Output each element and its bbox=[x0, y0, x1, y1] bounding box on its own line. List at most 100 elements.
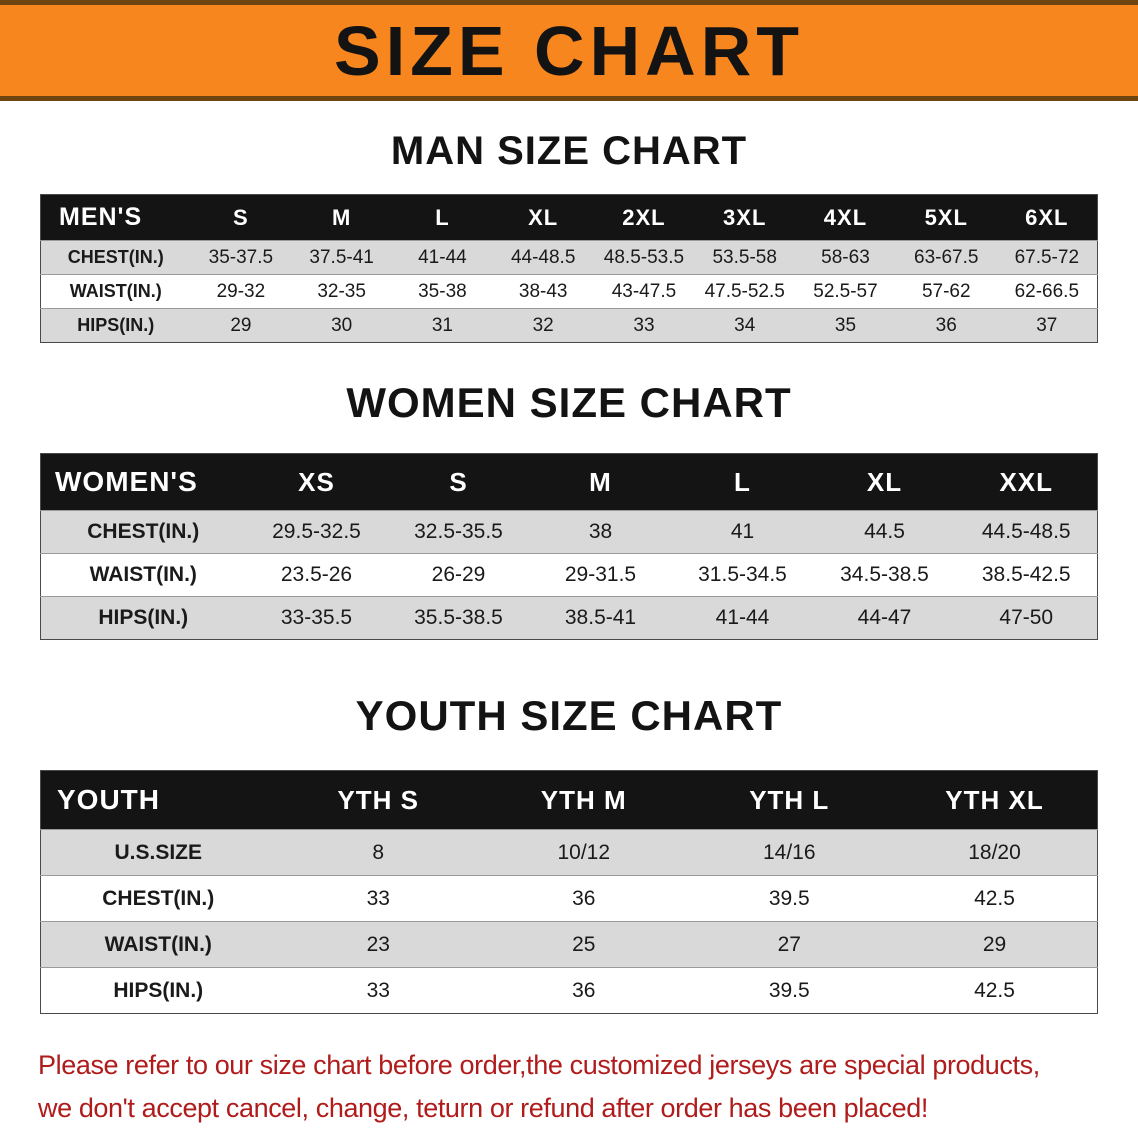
table-cell: 29 bbox=[982, 932, 1007, 956]
table-cell: 44.5 bbox=[864, 520, 905, 543]
table-cell: 41-44 bbox=[715, 606, 770, 629]
table-cell: 48.5-53.5 bbox=[603, 246, 685, 268]
table-cell: 29 bbox=[230, 314, 252, 336]
table-cell: 30 bbox=[331, 314, 353, 336]
table-cell: 38-43 bbox=[518, 280, 568, 302]
size-column-header: M bbox=[291, 194, 393, 241]
table-cell: 33 bbox=[366, 978, 390, 1002]
size-column-header: 2XL bbox=[593, 194, 695, 241]
size-column-header: XXL bbox=[955, 453, 1098, 511]
table-cell: 36 bbox=[935, 314, 957, 336]
youth-size-table: YOUTH YTH S YTH M YTH L YTH XL U.S.SIZE 8 10/12… bbox=[40, 770, 1098, 1014]
table-cell: 31 bbox=[431, 314, 453, 336]
row-label: CHEST(IN.) bbox=[87, 520, 200, 543]
header-row: MEN'S S M L XL 2XL 3XL 4XL 5XL 6XL bbox=[40, 194, 1098, 241]
table-cell: 58-63 bbox=[821, 246, 870, 268]
table-cell: 32 bbox=[532, 314, 554, 336]
table-cell: 36 bbox=[572, 978, 596, 1002]
men-size-chart-heading: MAN SIZE CHART bbox=[390, 129, 748, 173]
table-cell: 33 bbox=[366, 886, 390, 910]
table-cell: 57-62 bbox=[921, 280, 971, 302]
table-cell: 47.5-52.5 bbox=[704, 280, 785, 302]
table-cell: 62-66.5 bbox=[1014, 280, 1080, 302]
table-cell: 8 bbox=[372, 840, 385, 864]
table-cell: 18/20 bbox=[968, 840, 1021, 864]
table-cell: 29-31.5 bbox=[564, 563, 637, 586]
table-row: WAIST(IN.) 23 25 27 29 bbox=[40, 921, 1098, 968]
size-column-header: YTH L bbox=[686, 770, 892, 830]
row-label: CHEST(IN.) bbox=[67, 247, 164, 267]
table-cell: 35 bbox=[834, 314, 857, 336]
size-column-header: XL bbox=[492, 194, 594, 241]
table-corner-label: WOMEN'S bbox=[40, 453, 246, 511]
table-row: U.S.SIZE 8 10/12 14/16 18/20 bbox=[40, 829, 1098, 876]
table-cell: 23 bbox=[366, 932, 390, 956]
table-cell: 41 bbox=[730, 520, 755, 543]
size-charts-main: MAN SIZE CHART MEN'S S M L XL 2XL 3XL 4XL 5XL 6XL… bbox=[0, 129, 1138, 1014]
table-corner-label: YOUTH bbox=[40, 770, 276, 830]
table-row: CHEST(IN.) 33 36 39.5 42.5 bbox=[40, 875, 1098, 922]
size-column-header: S bbox=[387, 453, 530, 511]
table-cell: 42.5 bbox=[974, 978, 1015, 1002]
table-cell: 34 bbox=[734, 314, 756, 336]
row-label: WAIST(IN.) bbox=[104, 932, 212, 956]
youth-size-chart-section: YOUTH SIZE CHART YOUTH YTH S YTH M YTH L YTH… bbox=[0, 692, 1138, 1014]
table-cell: 37.5-41 bbox=[309, 246, 374, 268]
table-cell: 44-48.5 bbox=[510, 246, 576, 268]
women-size-chart-section: WOMEN SIZE CHART WOMEN'S XS S M L XL XXL CHEST(… bbox=[0, 379, 1138, 640]
table-cell: 32.5-35.5 bbox=[414, 520, 503, 543]
banner: SIZE CHART bbox=[0, 0, 1138, 101]
size-column-header: 5XL bbox=[895, 194, 997, 241]
table-cell: 26-29 bbox=[431, 563, 486, 586]
disclaimer-line-1: Please refer to our size chart before or… bbox=[38, 1050, 1040, 1080]
header-row: YOUTH YTH S YTH M YTH L YTH XL bbox=[40, 770, 1098, 830]
row-label: WAIST(IN.) bbox=[69, 281, 162, 301]
table-cell: 43-47.5 bbox=[611, 280, 677, 302]
table-row: CHEST(IN.) 29.5-32.5 32.5-35.5 38 41 44.5 44.5… bbox=[40, 510, 1098, 554]
table-cell: 29-32 bbox=[216, 280, 266, 302]
table-cell: 38.5-41 bbox=[564, 606, 637, 629]
table-cell: 52.5-57 bbox=[813, 280, 878, 302]
table-cell: 35-37.5 bbox=[208, 246, 274, 268]
size-column-header: YTH XL bbox=[892, 770, 1098, 830]
table-corner-label: MEN'S bbox=[40, 194, 191, 241]
row-label: HIPS(IN.) bbox=[98, 606, 189, 629]
size-column-header: YTH M bbox=[481, 770, 687, 830]
women-size-chart-heading: WOMEN SIZE CHART bbox=[346, 379, 792, 426]
table-cell: 47-50 bbox=[999, 606, 1054, 629]
table-cell: 67.5-72 bbox=[1014, 246, 1080, 268]
table-cell: 42.5 bbox=[974, 886, 1015, 910]
table-cell: 27 bbox=[777, 932, 801, 956]
size-column-header: XL bbox=[813, 453, 956, 511]
men-size-chart-section: MAN SIZE CHART MEN'S S M L XL 2XL 3XL 4XL 5XL 6XL… bbox=[0, 129, 1138, 343]
table-row: HIPS(IN.) 33 36 39.5 42.5 bbox=[40, 967, 1098, 1014]
table-cell: 10/12 bbox=[557, 840, 611, 864]
row-label: WAIST(IN.) bbox=[89, 563, 197, 586]
table-cell: 29.5-32.5 bbox=[272, 520, 361, 543]
row-label: HIPS(IN.) bbox=[113, 978, 204, 1002]
size-column-header: L bbox=[671, 453, 814, 511]
table-cell: 39.5 bbox=[768, 978, 810, 1002]
table-cell: 39.5 bbox=[768, 886, 810, 910]
women-size-table: WOMEN'S XS S M L XL XXL CHEST(IN.) 29.5-32.5 32.5… bbox=[40, 453, 1098, 640]
table-cell: 44-47 bbox=[857, 606, 912, 629]
table-cell: 63-67.5 bbox=[914, 246, 979, 268]
table-cell: 35-38 bbox=[418, 280, 467, 302]
size-column-header: 3XL bbox=[694, 194, 796, 241]
table-row: WAIST(IN.) 23.5-26 26-29 29-31.5 31.5-34.5 34… bbox=[40, 553, 1098, 597]
youth-size-chart-heading: YOUTH SIZE CHART bbox=[355, 692, 783, 739]
table-cell: 33 bbox=[633, 314, 655, 336]
table-cell: 35.5-38.5 bbox=[414, 606, 503, 629]
disclaimer-line-2: we don't accept cancel, change, teturn o… bbox=[38, 1093, 928, 1124]
size-column-header: YTH S bbox=[275, 770, 481, 830]
table-cell: 34.5-38.5 bbox=[840, 563, 929, 586]
size-column-header: XS bbox=[245, 453, 388, 511]
table-cell: 31.5-34.5 bbox=[698, 563, 787, 586]
table-cell: 25 bbox=[572, 932, 596, 956]
size-column-header: L bbox=[392, 194, 493, 241]
table-row: CHEST(IN.) 35-37.5 37.5-41 41-44 44-48.5 48.5… bbox=[40, 240, 1098, 275]
row-label: CHEST(IN.) bbox=[102, 886, 215, 910]
table-cell: 41-44 bbox=[418, 246, 467, 268]
table-cell: 33-35.5 bbox=[280, 606, 353, 629]
